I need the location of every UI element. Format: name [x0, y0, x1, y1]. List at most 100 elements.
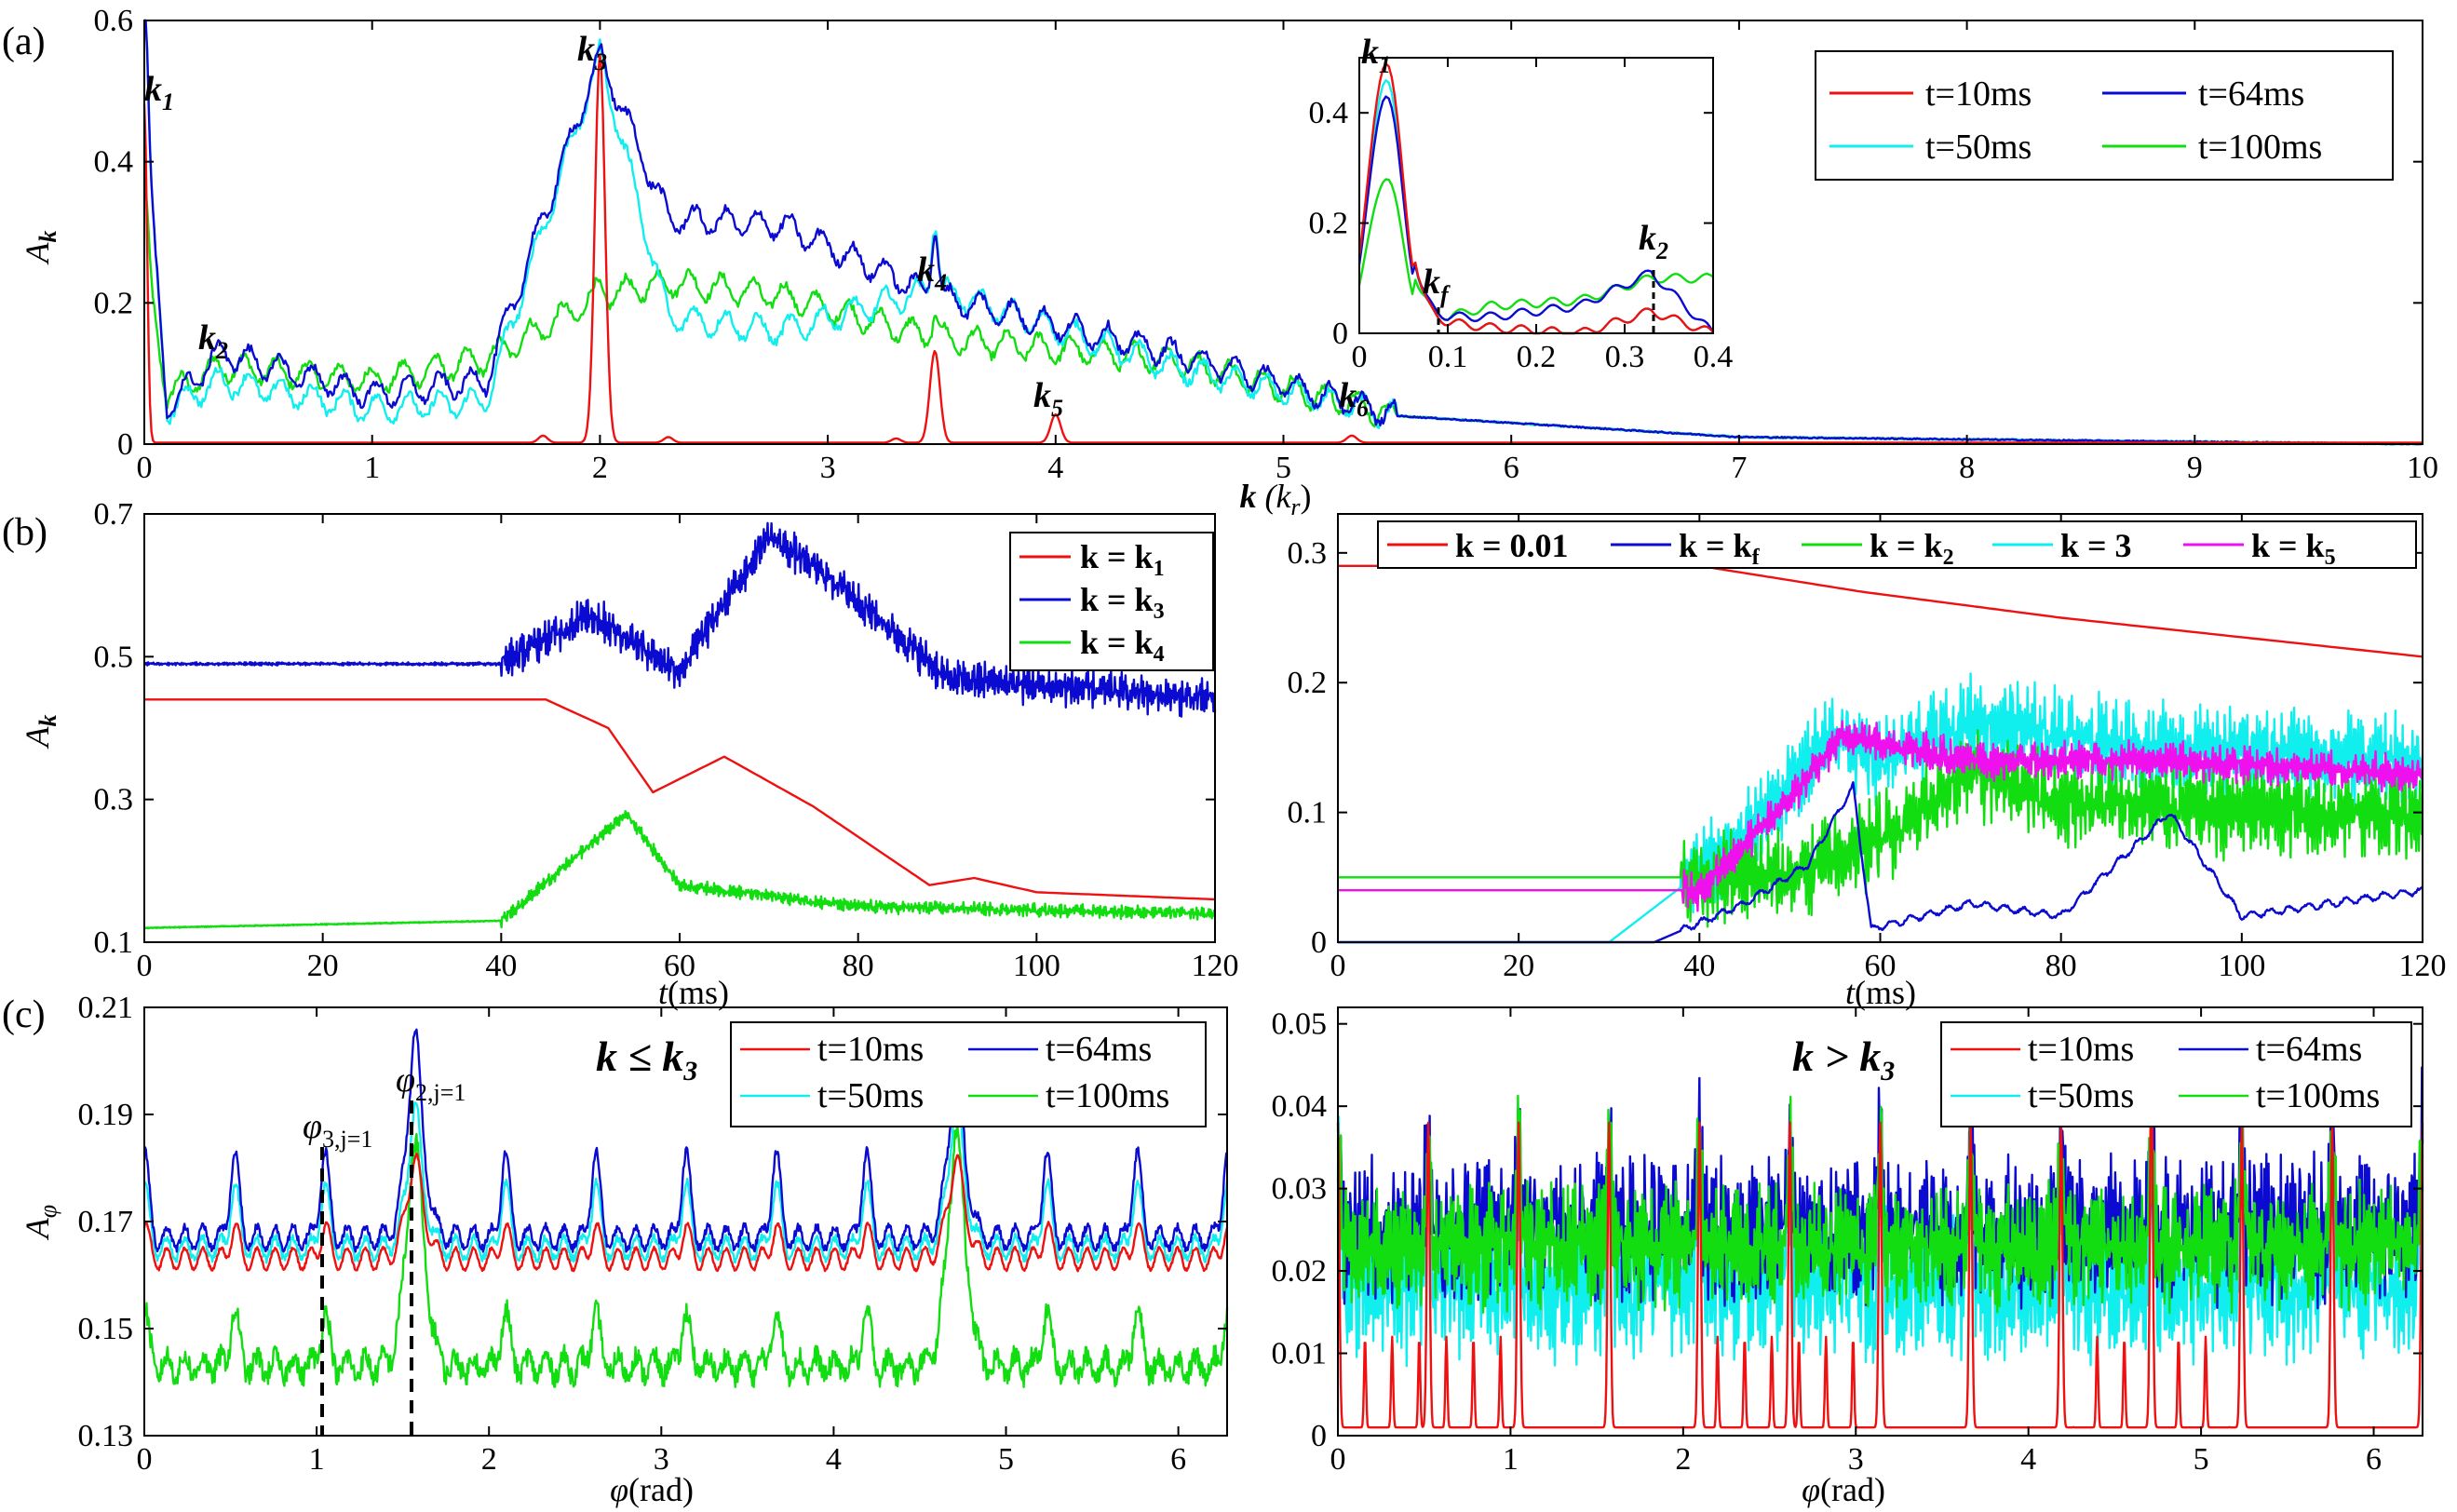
series-line-t=100ms: [142, 1122, 1229, 1388]
y-tick-label: 0.1: [1288, 796, 1328, 830]
chart-b-right-legend: k = 0.01 k = kf k = k2 k = 3 k = k5: [1377, 520, 2417, 570]
x-tick-label: 10: [2407, 451, 2438, 485]
inset-series-t=100ms: [1357, 178, 1714, 321]
legend-label: t=100ms: [2256, 1076, 2380, 1115]
x-tick-label: 120: [2399, 949, 2447, 983]
y-tick-label: 0.19: [78, 1098, 134, 1132]
chart-c-left-xlabel: φ(rad): [610, 1471, 694, 1508]
chart-c-left-ylabel: Aφ: [19, 1205, 61, 1240]
x-tick-label: 3: [1848, 1442, 1864, 1477]
x-tick-label: 5: [998, 1442, 1014, 1477]
legend-label: t=10ms: [1925, 74, 2032, 114]
x-tick-label: 1: [364, 451, 380, 485]
y-tick-label: 0.15: [78, 1312, 134, 1346]
annotation-k4: k4: [917, 250, 947, 296]
x-tick-label: 2: [592, 451, 608, 485]
x-tick-label: 8: [1959, 451, 1975, 485]
y-tick-label: 0.3: [94, 783, 134, 817]
y-tick-label: 0.6: [94, 4, 134, 38]
y-tick-label: 0.4: [1309, 96, 1349, 130]
x-tick-label: 0: [137, 451, 153, 485]
chart-c-left: 0 1 2 3 4 5 6 0.13 0.15 0.17 0.19 0.21 Aφ φ(rad) k …: [19, 991, 1229, 1508]
legend-label: k = k5: [2251, 527, 2336, 570]
chart-b-left-ylabel: Ak: [19, 715, 61, 749]
x-tick-label: 20: [1503, 949, 1534, 983]
y-tick-label: 0.1: [94, 925, 134, 960]
x-tick-label: 4: [2020, 1442, 2036, 1477]
x-tick-label: 0.3: [1605, 340, 1645, 374]
panel-label-b: (b): [2, 511, 47, 554]
legend-label: k = k4: [1080, 624, 1165, 667]
legend-label: t=100ms: [2198, 128, 2322, 167]
chart-b-left-series: [142, 521, 1217, 930]
legend-label: t=64ms: [1046, 1030, 1152, 1069]
panel-label-c: (c): [2, 993, 46, 1036]
legend-label: k = k3: [1080, 581, 1165, 624]
annotation-k3: k3: [577, 30, 607, 75]
x-tick-label: 20: [307, 949, 339, 983]
y-tick-label: 0.05: [1272, 1007, 1328, 1042]
legend-label: k = k2: [1870, 527, 1954, 570]
series-line-t=10ms: [142, 1152, 1229, 1273]
chart-a-legend: t=10ms t=64ms t=50ms t=100ms: [1815, 50, 2394, 181]
legend-label: k = kf: [1679, 527, 1761, 570]
y-tick-label: 0.2: [1309, 207, 1349, 241]
series-line-k = k5: [1337, 720, 2424, 912]
annotation-k5: k5: [1033, 376, 1063, 422]
x-tick-label: 0.4: [1694, 340, 1734, 374]
x-tick-label: 5: [1276, 451, 1291, 485]
x-tick-label: 0: [1352, 340, 1368, 374]
series-line-k = k2: [1337, 729, 2424, 928]
x-tick-label: 5: [2194, 1442, 2209, 1477]
chart-c-left-title: k ≤ k3: [596, 1033, 697, 1087]
x-tick-label: 80: [843, 949, 874, 983]
x-tick-label: 6: [2366, 1442, 2382, 1477]
chart-b-left-xlabel: t(ms): [658, 974, 729, 1011]
y-tick-label: 0.3: [1288, 536, 1328, 571]
x-tick-label: 0: [1330, 949, 1346, 983]
x-tick-label: 3: [820, 451, 836, 485]
y-tick-label: 0.03: [1272, 1172, 1328, 1207]
chart-b-left-legend: k = k1 k = k3 k = k4: [1009, 532, 1214, 671]
y-tick-label: 0: [1311, 925, 1327, 960]
x-tick-label: 1: [309, 1442, 325, 1477]
chart-a-ticks: 0 1 2 3 4 5 6 7 8 9 10 0 0.2 0.4 0.6: [94, 4, 2439, 485]
x-tick-label: 9: [2187, 451, 2203, 485]
y-tick-label: 0.2: [1288, 666, 1328, 700]
legend-label: k = 3: [2060, 527, 2132, 564]
series-line-t=64ms: [142, 1028, 1228, 1253]
x-tick-label: 3: [654, 1442, 669, 1477]
legend-label: k = 0.01: [1455, 527, 1569, 564]
x-tick-label: 6: [1504, 451, 1519, 485]
x-tick-label: 100: [1013, 949, 1060, 983]
x-tick-label: 0: [1330, 1442, 1346, 1477]
chart-c-right-frame: [1337, 1006, 2423, 1437]
legend-label: k = k1: [1080, 538, 1165, 581]
x-tick-label: 60: [664, 949, 695, 983]
y-tick-label: 0: [1311, 1419, 1327, 1453]
y-tick-label: 0: [1332, 317, 1348, 351]
legend-label: t=50ms: [2028, 1076, 2134, 1115]
chart-b-right-ticks: 0 20 40 60 80 100 120 0 0.1 0.2 0.3: [1288, 514, 2447, 983]
series-line-k = k1: [144, 698, 1216, 901]
legend-label: t=50ms: [1925, 128, 2032, 167]
chart-a-xlabel: k (kr): [1239, 478, 1311, 520]
annotation-phi3: φ3,j=1: [303, 1107, 372, 1153]
x-tick-label: 4: [826, 1442, 842, 1477]
x-tick-label: 7: [1731, 451, 1747, 485]
chart-c-left-ticks: 0 1 2 3 4 5 6 0.13 0.15 0.17 0.19 0.21: [78, 991, 1227, 1477]
x-tick-label: 1: [1503, 1442, 1519, 1477]
chart-c-right-ticks: 0 1 2 3 4 5 6 0 0.01 0.02 0.03 0.04 0.05: [1272, 1007, 2423, 1477]
inset-annotation-k1: k1: [1361, 33, 1391, 78]
x-tick-label: 2: [481, 1442, 497, 1477]
chart-c-right-title: k > k3: [1792, 1033, 1895, 1087]
x-tick-label: 0.2: [1517, 340, 1557, 374]
x-tick-label: 0: [137, 1442, 153, 1477]
chart-c-right-legend: t=10ms t=64ms t=50ms t=100ms: [1940, 1021, 2412, 1127]
annotation-k2: k2: [198, 318, 228, 364]
x-tick-label: 100: [2218, 949, 2265, 983]
chart-c-right: 0 1 2 3 4 5 6 0 0.01 0.02 0.03 0.04 0.05 φ(rad) k > …: [1272, 1006, 2424, 1508]
x-tick-label: 6: [1170, 1442, 1186, 1477]
x-tick-label: 80: [2045, 949, 2077, 983]
